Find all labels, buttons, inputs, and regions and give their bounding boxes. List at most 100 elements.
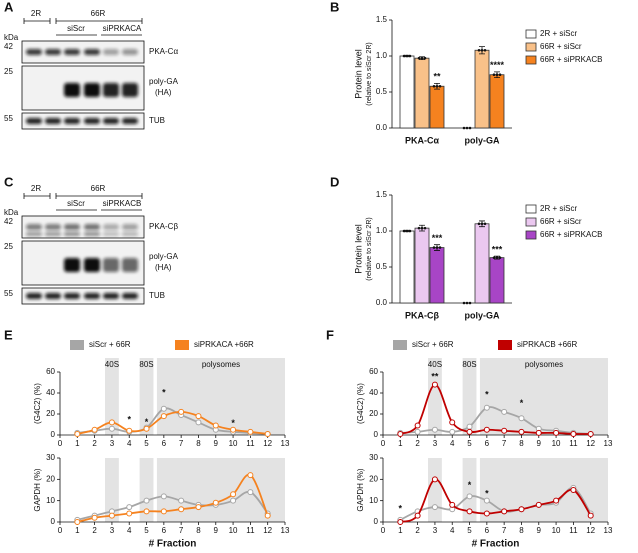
x-tick-label: 2 [415, 439, 420, 448]
legend-swatch [175, 340, 189, 350]
x-tick-label: 1 [75, 526, 80, 535]
data-point [91, 426, 98, 433]
data-point [414, 422, 421, 429]
blot-band [64, 224, 80, 230]
significance: *** [492, 245, 503, 255]
data-point [501, 427, 508, 434]
significance: ** [431, 372, 439, 382]
y-tick-label: 1.0 [376, 226, 388, 235]
protein-label: poly-GA [149, 252, 179, 261]
y-axis-label: GAPDH (%) [33, 468, 42, 511]
data-point [465, 126, 469, 130]
legend-label: 66R + siPRKACB [540, 55, 602, 64]
data-point [423, 226, 427, 230]
bar [489, 74, 505, 129]
data-point [466, 428, 473, 435]
blot-band [45, 49, 61, 55]
x-tick-label: 7 [179, 439, 184, 448]
x-tick-label: 7 [502, 526, 507, 535]
data-point [126, 510, 133, 517]
protein-label: TUB [149, 116, 165, 125]
data-point [126, 427, 133, 434]
data-point [405, 54, 409, 58]
data-point [431, 476, 438, 483]
blot-band [103, 224, 119, 230]
x-tick-label: 9 [214, 526, 219, 535]
data-point [468, 301, 472, 305]
blot-band [103, 118, 119, 124]
legend-label: siScr + 66R [412, 340, 454, 349]
y-tick-label: 0 [51, 517, 56, 526]
data-point [126, 504, 133, 511]
x-tick-label: 13 [604, 526, 613, 535]
legend-label: siPRKACB +66R [517, 340, 577, 349]
data-point [587, 430, 594, 437]
x-tick-label: 6 [162, 526, 167, 535]
x-tick-label: 4 [450, 526, 455, 535]
fraction-region [105, 458, 119, 522]
significance: * [127, 415, 131, 425]
data-point [501, 408, 508, 415]
y-tick-label: 1.5 [376, 15, 388, 24]
data-point [498, 256, 502, 259]
fraction-region [479, 358, 608, 435]
data-point [212, 499, 219, 506]
x-tick-label: 4 [450, 439, 455, 448]
blot-band [84, 224, 100, 230]
data-point [160, 413, 167, 420]
blot-band [84, 49, 100, 55]
kda-marker: 42 [4, 217, 13, 226]
x-tick-label: 8 [519, 439, 524, 448]
data-point [74, 430, 81, 437]
data-point [195, 419, 202, 426]
blot-band [103, 258, 119, 272]
y-tick-label: 0 [51, 430, 56, 439]
panel-letter: F [326, 327, 334, 342]
x-tick-label: 0 [58, 439, 63, 448]
bar [399, 55, 415, 129]
data-point [247, 489, 254, 496]
x-tick-label: 11 [569, 439, 578, 448]
data-point [108, 419, 115, 426]
x-tick-label: 13 [281, 526, 290, 535]
data-point [178, 497, 185, 504]
x-tick-label: 1 [398, 439, 403, 448]
data-point [570, 430, 577, 437]
data-point [195, 413, 202, 420]
legend-swatch [525, 29, 537, 39]
data-point [449, 419, 456, 426]
data-point [247, 428, 254, 435]
lane-label: 2R [31, 9, 41, 18]
legend-label: 66R + siScr [540, 217, 582, 226]
data-point [477, 222, 481, 226]
region-label: polysomes [202, 360, 240, 369]
blot-band [26, 118, 42, 124]
legend-label: siScr + 66R [89, 340, 131, 349]
blot-band [64, 83, 80, 97]
significance: * [485, 489, 489, 499]
data-point [498, 73, 502, 77]
x-tick-label: 10 [229, 526, 238, 535]
data-point [160, 405, 167, 412]
data-point [535, 501, 542, 508]
blot-band [45, 224, 61, 230]
y-tick-label: 20 [46, 474, 55, 483]
significance: * [399, 504, 403, 514]
x-tick-label: 7 [502, 439, 507, 448]
protein-label: (HA) [155, 263, 172, 272]
blot-band [45, 118, 61, 124]
x-tick-label: 9 [537, 526, 542, 535]
protein-label: TUB [149, 291, 165, 300]
y-axis-label: Protein level [353, 224, 363, 274]
y-tick-label: 20 [369, 474, 378, 483]
y-tick-label: 20 [46, 409, 55, 418]
y-tick-label: 30 [369, 453, 378, 462]
blot-band [122, 224, 138, 230]
data-point [495, 256, 499, 259]
blot-band [45, 232, 61, 236]
x-tick-label: 10 [229, 439, 238, 448]
significance: ** [433, 72, 441, 82]
data-point [230, 497, 237, 504]
data-point [465, 301, 469, 305]
